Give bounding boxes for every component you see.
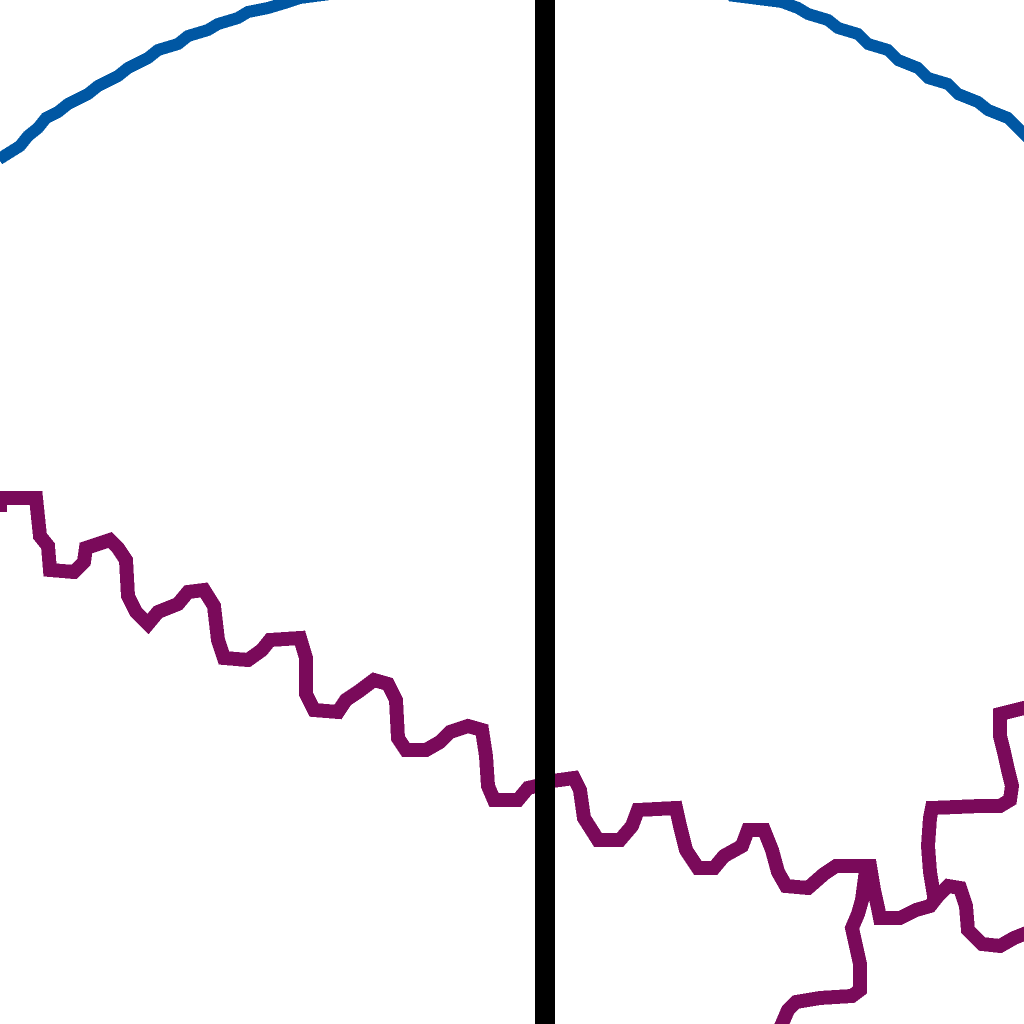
blue-arc-left [0,0,308,165]
blue-arc-right [728,0,1024,143]
purple-zigzag-right [537,770,1024,954]
vertical-divider [535,0,555,1024]
purple-branch-up [920,700,1024,905]
purple-zigzag-left [0,491,554,807]
purple-branch-down [774,862,874,1024]
